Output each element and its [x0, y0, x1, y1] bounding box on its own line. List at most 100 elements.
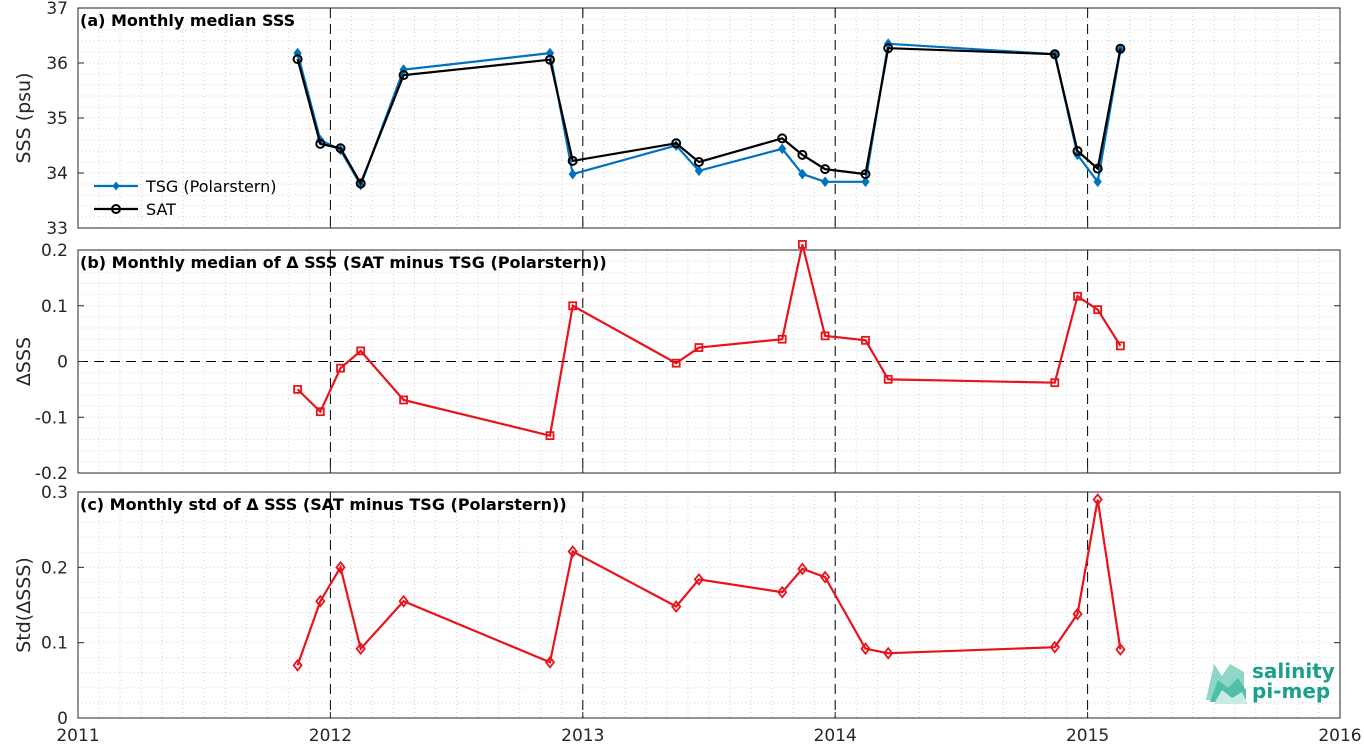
data-point — [568, 168, 577, 180]
data-point — [860, 642, 871, 656]
data-point — [1072, 607, 1083, 621]
data-point — [544, 54, 555, 65]
y-tick-label: 0 — [57, 709, 68, 729]
y-tick-label: 37 — [46, 0, 68, 19]
y-axis-label: SSS (psu) — [13, 72, 35, 163]
salinity-pi-mep-logo: salinity pi-mep — [1206, 659, 1335, 704]
y-tick-label: 0.2 — [41, 558, 68, 578]
y-tick-label: 0.1 — [41, 634, 68, 654]
data-point — [1049, 640, 1060, 654]
data-point — [693, 157, 704, 167]
legend-marker — [111, 204, 121, 214]
data-point — [777, 334, 787, 344]
y-tick-label: 34 — [46, 164, 68, 184]
data-point — [798, 168, 807, 180]
data-point — [693, 572, 705, 586]
data-point — [1115, 43, 1126, 54]
data-point — [355, 178, 366, 189]
data-point — [819, 570, 831, 584]
data-point — [1115, 643, 1126, 656]
series-line — [296, 47, 1122, 186]
data-point — [292, 54, 303, 65]
data-point — [1049, 49, 1060, 60]
data-point — [545, 431, 555, 441]
data-point — [567, 545, 578, 558]
data-point — [1072, 146, 1083, 156]
data-point — [797, 240, 807, 249]
x-tick-label: 2012 — [309, 726, 352, 745]
data-point — [671, 600, 682, 613]
logo-line1: salinity — [1252, 659, 1335, 683]
y-tick-label: 0.1 — [41, 297, 68, 317]
data-point — [861, 335, 870, 345]
data-point — [861, 176, 870, 188]
plot-frame — [77, 491, 1341, 719]
data-point — [1092, 493, 1103, 506]
data-point — [694, 165, 704, 177]
logo-waves-icon — [1206, 664, 1248, 704]
data-point — [568, 301, 578, 311]
data-point — [797, 149, 808, 160]
legend-label: TSG (Polarstern) — [145, 177, 276, 196]
data-point — [883, 374, 893, 384]
data-point — [567, 155, 578, 166]
data-point — [398, 594, 409, 608]
panel-a: 33 34 35 36 37 SSS (psu) (a) Monthly median SS… — [13, 0, 1341, 239]
x-tick-label: 2011 — [56, 726, 99, 745]
data-point — [315, 407, 325, 417]
panel-b: -0.2 -0.1 0 0.1 0.2 ΔSSS (b) Monthly median of… — [13, 240, 1341, 484]
data-point — [292, 658, 303, 672]
data-point — [820, 176, 830, 188]
y-tick-label: -0.1 — [35, 408, 68, 428]
data-point — [356, 346, 366, 356]
data-point — [820, 164, 831, 175]
logo-line2: pi-mep — [1252, 679, 1330, 703]
series-line — [296, 499, 1122, 666]
data-point — [335, 560, 346, 574]
data-point — [797, 562, 808, 576]
x-tick-label: 2014 — [814, 726, 857, 745]
data-point — [1092, 163, 1103, 174]
y-tick-label: 0 — [57, 353, 68, 373]
y-tick-label: 35 — [46, 109, 68, 129]
data-point — [778, 143, 787, 155]
legend-marker — [112, 181, 120, 191]
data-point — [671, 358, 681, 368]
data-point — [777, 585, 788, 599]
panel-c: 0 0.1 0.2 0.3 2011 2012 2013 2014 2015 2016 Std(ΔS… — [13, 483, 1362, 745]
data-point — [1073, 291, 1082, 301]
data-point — [883, 43, 894, 54]
data-point — [1050, 378, 1060, 388]
data-point — [293, 384, 302, 394]
y-tick-label: 33 — [46, 219, 68, 239]
data-point — [883, 646, 894, 660]
data-point — [860, 169, 871, 180]
legend: TSG (Polarstern) SAT — [94, 177, 276, 219]
data-point — [1093, 176, 1102, 188]
x-tick-label: 2015 — [1066, 726, 1109, 745]
data-point — [544, 655, 556, 669]
data-point — [399, 395, 408, 405]
data-point — [694, 343, 704, 352]
data-point — [398, 70, 409, 81]
data-point — [335, 143, 346, 154]
data-point — [777, 133, 788, 144]
data-point — [315, 138, 326, 149]
y-tick-label: -0.2 — [35, 464, 68, 484]
x-tick-label: 2016 — [1318, 726, 1361, 745]
data-point — [820, 331, 830, 341]
y-tick-label: 0.2 — [41, 241, 68, 261]
data-point — [336, 363, 345, 373]
y-axis-label: Std(ΔSSS) — [13, 557, 35, 653]
data-point — [355, 642, 366, 656]
panel-title: (b) Monthly median of Δ SSS (SAT minus T… — [80, 253, 607, 272]
y-axis-label: ΔSSS — [13, 337, 35, 386]
data-point — [315, 594, 326, 608]
data-point — [1116, 341, 1125, 351]
legend-label: SAT — [146, 200, 176, 219]
data-point — [1093, 305, 1103, 315]
data-point — [671, 138, 682, 149]
panel-title: (a) Monthly median SSS — [80, 11, 295, 30]
y-tick-label: 36 — [46, 54, 68, 74]
